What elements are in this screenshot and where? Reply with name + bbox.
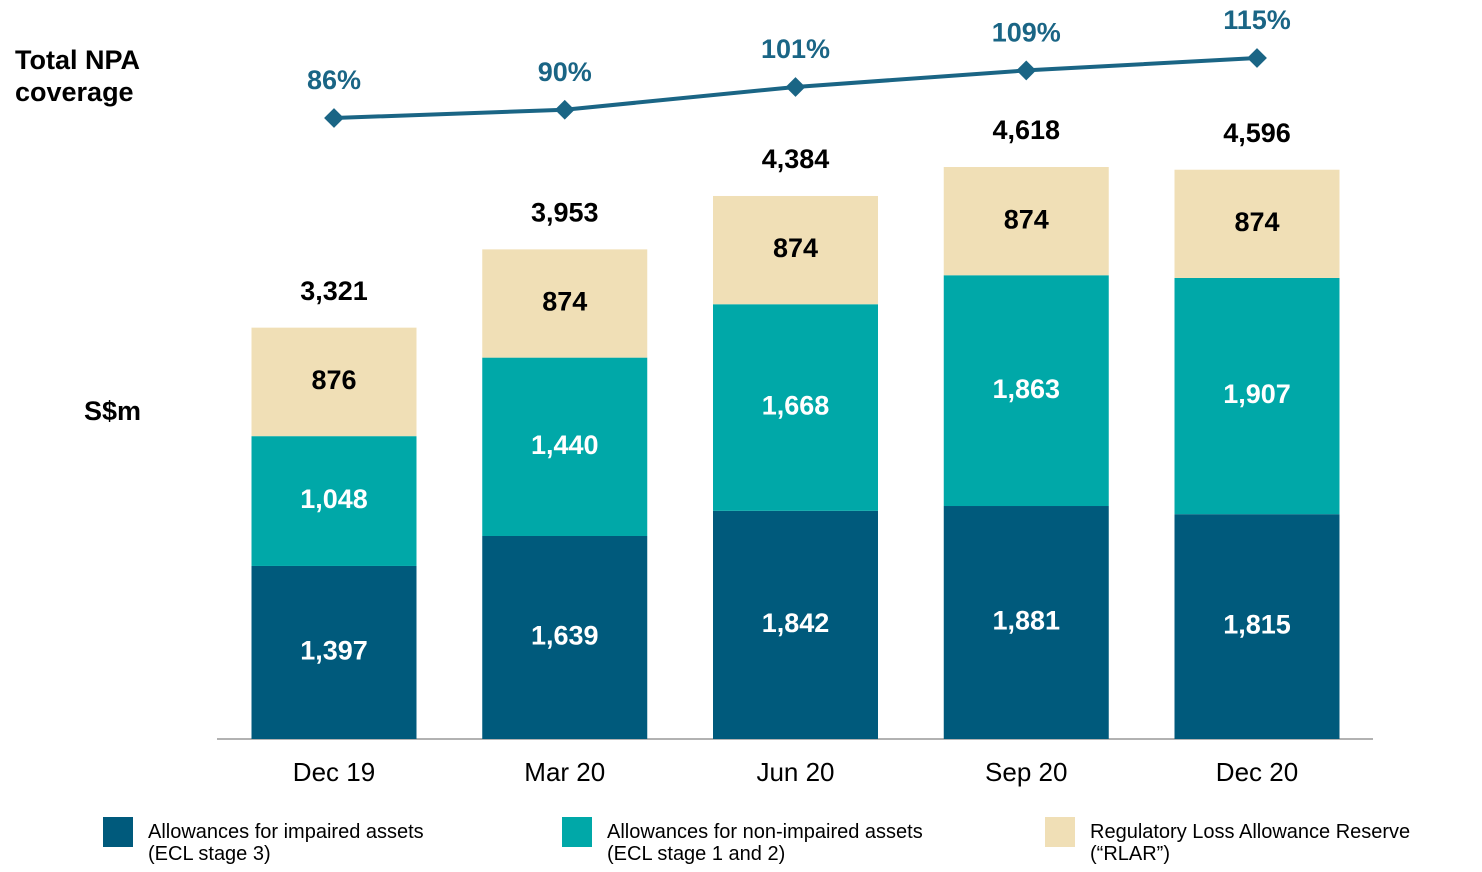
line-label: 86% <box>307 65 361 95</box>
bar-segment <box>943 275 1109 507</box>
bar-segment <box>482 535 648 739</box>
data-label: 1,397 <box>300 636 368 666</box>
data-label: 874 <box>1234 207 1279 237</box>
bar-segment <box>1174 169 1340 278</box>
legend-label: Allowances for impaired assets (ECL stag… <box>148 821 424 865</box>
y-axis-label: S$m <box>84 396 142 426</box>
legend-swatch <box>562 817 592 847</box>
line-marker <box>1247 48 1267 68</box>
line-label: 115% <box>1223 5 1291 35</box>
bar-segment <box>482 357 648 536</box>
bar-segment <box>251 327 417 437</box>
total-label: 3,953 <box>531 197 599 227</box>
line-label: 109% <box>992 18 1061 48</box>
x-tick-label: Dec 19 <box>293 757 375 787</box>
bar-segment <box>1174 514 1340 739</box>
bar-segment <box>713 195 878 305</box>
x-tick-label: Mar 20 <box>524 757 605 787</box>
bar-segment <box>943 167 1109 276</box>
legend-label: Allowances for non-impaired assets (ECL … <box>607 821 923 865</box>
data-label: 874 <box>1004 204 1049 234</box>
total-label: 4,596 <box>1223 118 1291 148</box>
x-tick-label: Jun 20 <box>756 757 834 787</box>
data-label: 874 <box>773 233 818 263</box>
bar-segment <box>482 249 648 358</box>
data-label: 1,881 <box>992 606 1060 636</box>
x-tick-label: Sep 20 <box>985 757 1067 787</box>
bar-segment <box>251 565 417 739</box>
x-tick-label: Dec 20 <box>1216 757 1298 787</box>
line-marker <box>324 108 344 128</box>
data-label: 1,815 <box>1223 610 1291 640</box>
legend-swatch <box>103 817 133 847</box>
data-label: 1,668 <box>762 391 830 421</box>
bar-segment <box>251 436 417 566</box>
bar-segment <box>713 304 878 511</box>
data-label: 1,639 <box>531 621 599 651</box>
data-label: 1,842 <box>762 608 830 638</box>
data-label: 876 <box>311 365 356 395</box>
data-label: 1,863 <box>992 374 1060 404</box>
line-title: Total NPA coverage <box>15 45 140 107</box>
line-marker <box>1016 60 1037 81</box>
line-marker <box>554 99 575 120</box>
bar-segment <box>943 506 1109 739</box>
data-label: 874 <box>542 287 587 317</box>
bar-segment <box>1174 277 1340 515</box>
line-marker <box>785 77 806 97</box>
total-label: 4,384 <box>762 144 830 174</box>
total-label: 3,321 <box>300 276 368 306</box>
line-label: 101% <box>761 34 830 64</box>
bar-segment <box>713 510 878 739</box>
line-label: 90% <box>538 57 592 87</box>
data-label: 1,440 <box>531 430 599 460</box>
legend-label: Regulatory Loss Allowance Reserve (“RLAR… <box>1090 821 1411 865</box>
total-label: 4,618 <box>992 115 1060 145</box>
data-label: 1,907 <box>1223 379 1291 409</box>
data-label: 1,048 <box>300 484 368 514</box>
legend-swatch <box>1045 817 1075 847</box>
